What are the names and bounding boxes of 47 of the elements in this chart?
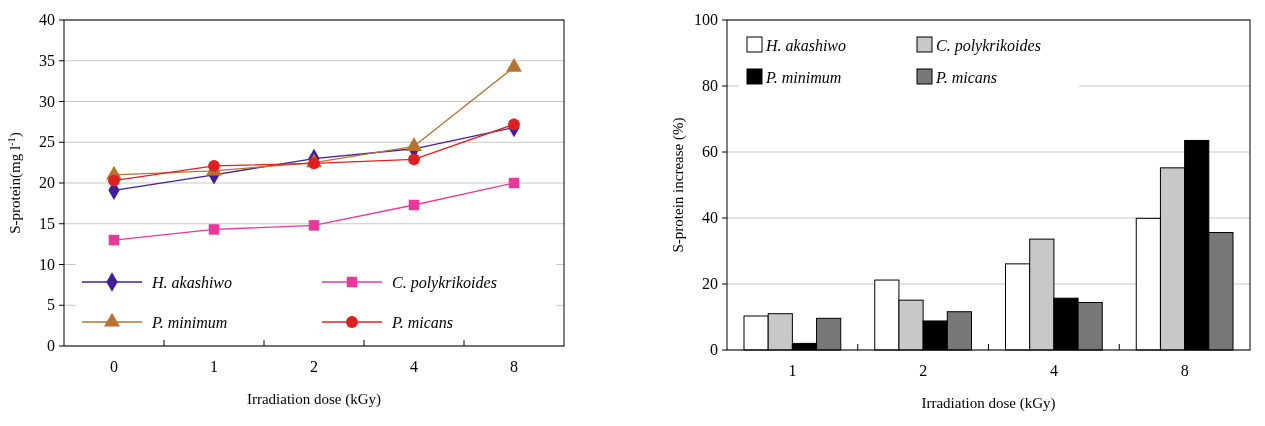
point — [408, 153, 420, 166]
point — [508, 177, 520, 189]
y-tick-label: 60 — [702, 143, 718, 160]
point — [506, 58, 522, 72]
legend-label: H. akashiwo — [765, 37, 846, 54]
y-tick-label: 80 — [702, 77, 718, 94]
legend-label: H. akashiwo — [151, 274, 232, 291]
point — [108, 234, 120, 246]
y-tick-label: 100 — [694, 11, 718, 28]
x-tick-label: 8 — [1180, 362, 1189, 379]
x-tick-label: 8 — [510, 358, 518, 375]
x-tick-label: 2 — [310, 358, 318, 375]
legend-label: C. polykrikoides — [936, 37, 1041, 55]
y-tick-label: 25 — [39, 133, 55, 151]
legend-label: P. micans — [391, 314, 454, 331]
y-tick-label: 20 — [39, 174, 55, 191]
legend-label: P. micans — [935, 69, 998, 86]
x-axis-title: Irradiation dose (kGy) — [921, 395, 1056, 412]
x-tick-label: 1 — [788, 362, 797, 379]
legend-label: C. polykrikoides — [392, 274, 497, 292]
y-tick-label: 35 — [39, 51, 55, 69]
point — [406, 137, 422, 151]
point — [308, 157, 320, 170]
x-tick-label: 0 — [110, 358, 118, 375]
point — [208, 224, 220, 235]
point — [208, 159, 220, 172]
x-tick-label: 4 — [410, 358, 418, 375]
x-tick-label: 2 — [919, 362, 928, 379]
y-tick-label: 15 — [39, 214, 55, 232]
y-tick-label: 30 — [39, 92, 55, 110]
legend-label: P. minimum — [151, 314, 228, 331]
y-tick-label: 40 — [702, 209, 718, 226]
y-tick-label: 40 — [39, 11, 55, 28]
legend-label: P. minimum — [765, 69, 842, 86]
x-tick-label: 1 — [210, 358, 218, 375]
point — [108, 174, 120, 187]
y-tick-label: 0 — [710, 341, 718, 358]
point — [508, 118, 520, 131]
point — [408, 199, 420, 211]
y-tick-label: 5 — [47, 296, 55, 314]
x-tick-label: 4 — [1049, 362, 1058, 379]
y-axis-title: S-protein increase (%) — [670, 117, 687, 253]
y-tick-label: 10 — [39, 255, 55, 273]
y-tick-label: 0 — [47, 337, 55, 354]
point — [308, 220, 320, 231]
y-tick-label: 20 — [702, 275, 718, 292]
x-axis-title: Irradiation dose (kGy) — [246, 391, 382, 408]
